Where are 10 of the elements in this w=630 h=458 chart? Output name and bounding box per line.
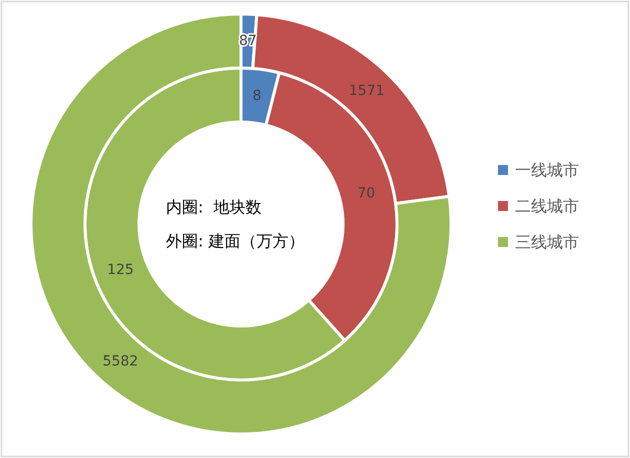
- data-label: 8: [252, 88, 262, 104]
- data-label: 5582: [102, 354, 138, 370]
- legend-label: 二线城市: [515, 196, 579, 216]
- legend-label: 三线城市: [515, 232, 579, 252]
- data-label: 70: [357, 185, 376, 202]
- text: 外圈: 建面（万方）: [166, 232, 304, 250]
- data-label: 1571: [348, 83, 385, 99]
- legend-label: 一线城市: [515, 160, 579, 180]
- text: 内圈: 地块数: [166, 198, 262, 216]
- data-label: 125: [107, 262, 134, 278]
